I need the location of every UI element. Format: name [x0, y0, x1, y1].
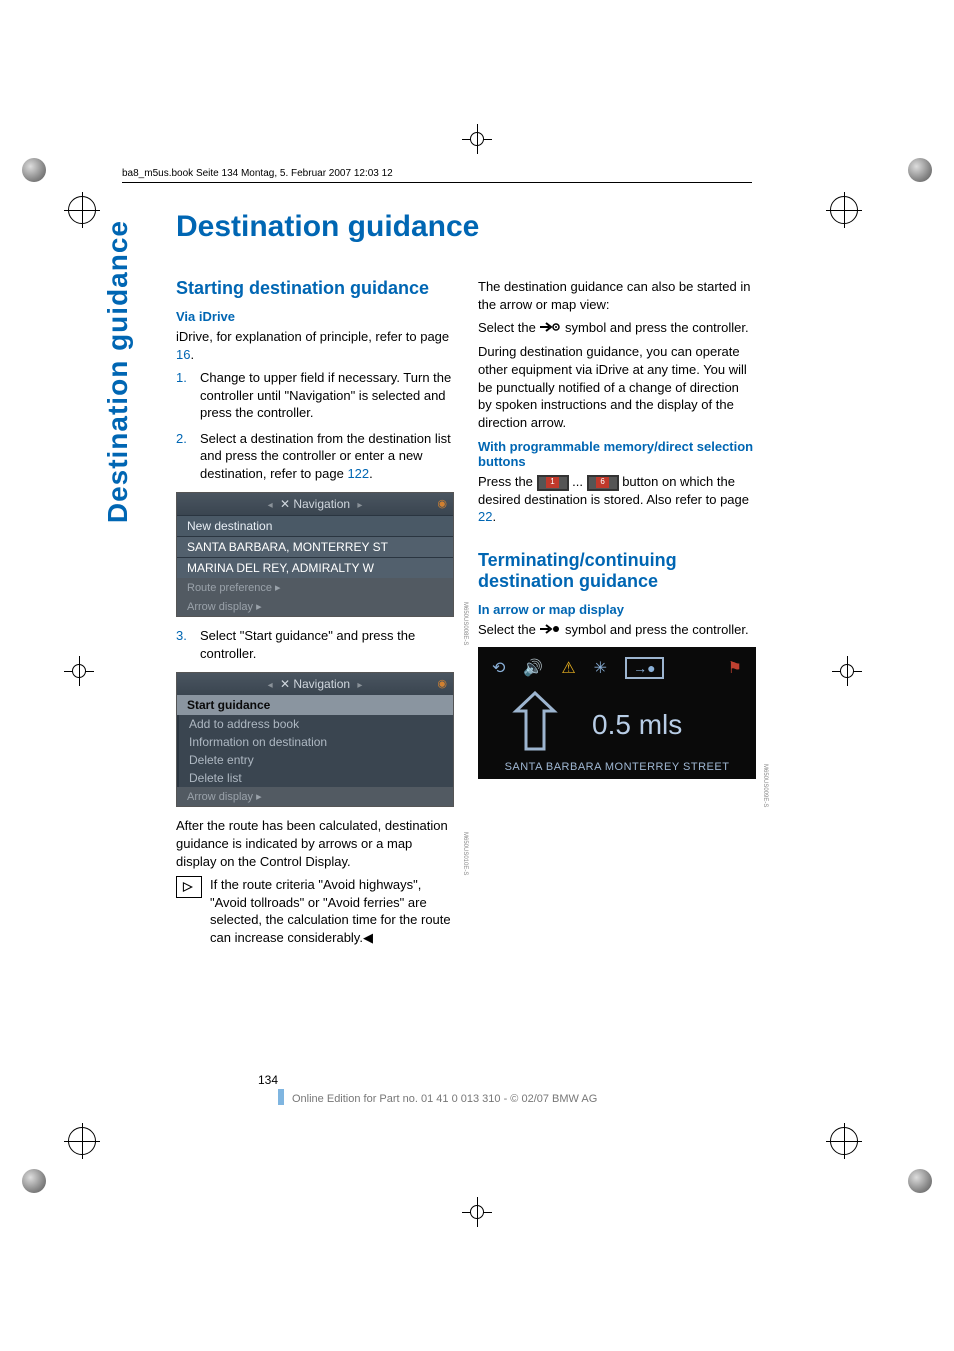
- nav-sat-icon: ✕: [280, 677, 290, 691]
- crop-small-top: [466, 128, 488, 150]
- header-info: ba8_m5us.book Seite 134 Montag, 5. Febru…: [122, 168, 393, 179]
- ss1-header: ◂ ✕ Navigation ▸ ◉: [177, 493, 453, 515]
- crop-small-right: [836, 660, 858, 682]
- memory-button-1: 1: [537, 475, 569, 491]
- caution-text: If the route criteria "Avoid highways", …: [210, 876, 454, 946]
- satellite-icon: ✳: [594, 658, 607, 678]
- ss1-row-new-dest: New destination: [177, 515, 453, 536]
- chev-left-icon: ◂: [264, 500, 277, 511]
- link-page-122[interactable]: 122: [347, 466, 369, 481]
- para-select-symbol-1: Select the symbol and press the controll…: [478, 319, 756, 337]
- page-number: 134: [258, 1073, 278, 1087]
- para-idrive-ref: iDrive, for explanation of principle, re…: [176, 328, 454, 363]
- guidance-stop-icon: [539, 622, 561, 640]
- crop-small-left: [68, 660, 90, 682]
- flag-icon: ⚑: [728, 658, 742, 678]
- steps-list-cont: 3.Select "Start guidance" and press the …: [176, 627, 454, 662]
- heading-starting: Starting destination guidance: [176, 278, 454, 299]
- crop-target-bl: [68, 1127, 96, 1155]
- para-press-button: Press the 1 ... 6 button on which the de…: [478, 473, 756, 526]
- crop-target-br: [830, 1127, 858, 1155]
- heading-terminating: Terminating/continuing destination guida…: [478, 550, 756, 592]
- warning-icon: ⚠: [561, 658, 575, 678]
- screenshot-nav-list: ◂ ✕ Navigation ▸ ◉ New destination SANTA…: [176, 492, 454, 617]
- nav-street: SANTA BARBARA MONTERREY STREET: [478, 761, 756, 773]
- step-1: 1.Change to upper field if necessary. Tu…: [176, 369, 454, 422]
- para-after-route: After the route has been calculated, des…: [176, 817, 454, 870]
- heading-via-idrive: Via iDrive: [176, 309, 454, 324]
- steps-list: 1.Change to upper field if necessary. Tu…: [176, 369, 454, 482]
- step-3: 3.Select "Start guidance" and press the …: [176, 627, 454, 662]
- crop-ball-tl: [22, 158, 46, 182]
- ss2-row-del-entry: Delete entry: [177, 751, 453, 769]
- ss2-row-info: Information on destination: [177, 733, 453, 751]
- right-column: The destination guidance can also be sta…: [478, 278, 756, 958]
- direction-arrow-icon: [508, 691, 562, 751]
- heading-prog-buttons: With programmable memory/direct selectio…: [478, 439, 756, 469]
- guidance-start-icon: [539, 320, 561, 338]
- footer-copyright: Online Edition for Part no. 01 41 0 013 …: [292, 1093, 597, 1105]
- caution-note: If the route criteria "Avoid highways", …: [176, 876, 454, 952]
- page-number-bar: [278, 1089, 284, 1105]
- page-title: Destination guidance: [176, 210, 754, 244]
- gps-icon: ◉: [437, 677, 447, 690]
- crop-ball-bl: [22, 1169, 46, 1193]
- gps-icon: ◉: [437, 497, 447, 510]
- ss2-row-start: Start guidance: [177, 695, 453, 715]
- heading-arrow-map: In arrow or map display: [478, 602, 756, 617]
- nav-distance: 0.5 mls: [592, 709, 682, 741]
- nav-icon-row: ⟲ 🔊 ⚠ ✳ →● ⚑: [478, 647, 756, 689]
- ss2-header: ◂ ✕ Navigation ▸ ◉: [177, 673, 453, 695]
- caution-icon: [176, 876, 202, 898]
- crop-target-tr: [830, 196, 858, 224]
- ss1-row-arrow-disp: Arrow display ▸: [177, 597, 453, 616]
- header-rule: [122, 182, 752, 183]
- ss1-row-route-pref: Route preference ▸: [177, 578, 453, 597]
- para-also-start: The destination guidance can also be sta…: [478, 278, 756, 313]
- left-column: Starting destination guidance Via iDrive…: [176, 278, 454, 958]
- image-code-1: M650US008E-S: [462, 602, 468, 645]
- image-code-2: M650US010E-S: [462, 832, 468, 875]
- ss1-row-item: MARINA DEL REY, ADMIRALTY W: [177, 557, 453, 578]
- chev-left-icon: ◂: [264, 680, 277, 691]
- screenshot-arrow-display: ⟲ 🔊 ⚠ ✳ →● ⚑ 0.5 mls SANTA BARBARA MONTE…: [478, 647, 756, 779]
- back-icon: ⟲: [492, 658, 505, 678]
- para-during-guidance: During destination guidance, you can ope…: [478, 343, 756, 431]
- step-2: 2.Select a destination from the destinat…: [176, 430, 454, 483]
- crop-ball-br: [908, 1169, 932, 1193]
- ss2-row-add: Add to address book: [177, 715, 453, 733]
- ss2-row-arrow-disp: Arrow display ▸: [177, 787, 453, 806]
- link-page-22[interactable]: 22: [478, 509, 492, 524]
- guidance-active-icon: →●: [625, 657, 663, 679]
- memory-button-6: 6: [587, 475, 619, 491]
- crop-target-tl: [68, 196, 96, 224]
- crop-small-bottom: [466, 1201, 488, 1223]
- nav-sat-icon: ✕: [280, 497, 290, 511]
- screenshot-start-guidance: ◂ ✕ Navigation ▸ ◉ Start guidance Add to…: [176, 672, 454, 807]
- para-select-symbol-2: Select the symbol and press the controll…: [478, 621, 756, 639]
- image-code-3: M650US009E-S: [762, 764, 768, 807]
- ss1-row-selected: SANTA BARBARA, MONTERREY ST: [177, 536, 453, 557]
- page-body: Destination guidance Starting destinatio…: [122, 210, 754, 958]
- voice-icon: 🔊: [523, 658, 543, 678]
- chev-right-icon: ▸: [353, 680, 366, 691]
- chev-right-icon: ▸: [353, 500, 366, 511]
- crop-ball-tr: [908, 158, 932, 182]
- ss2-row-del-list: Delete list: [177, 769, 453, 787]
- link-page-16[interactable]: 16: [176, 347, 190, 362]
